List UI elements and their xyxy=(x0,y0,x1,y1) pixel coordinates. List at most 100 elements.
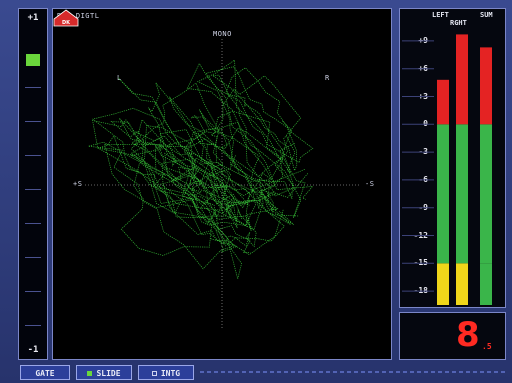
bar-dash xyxy=(326,371,330,373)
correlation-tick xyxy=(25,189,41,190)
bar-dash xyxy=(501,371,505,373)
correlation-top-label: +1 xyxy=(27,13,39,23)
meter-bar-right-mid xyxy=(456,124,468,264)
slide-button[interactable]: SLIDE xyxy=(76,365,132,380)
bar-dash xyxy=(389,371,393,373)
bar-dash xyxy=(298,371,302,373)
meter-bars xyxy=(402,34,492,305)
bar-dash xyxy=(340,371,344,373)
bar-dash xyxy=(375,371,379,373)
bar-dash xyxy=(242,371,246,373)
scale-label: +9 xyxy=(418,35,428,45)
meter-bar-left-high xyxy=(437,79,449,125)
bar-dash xyxy=(270,371,274,373)
readout-subvalue: .5 xyxy=(482,342,492,351)
bar-dash xyxy=(354,371,358,373)
bar-dash xyxy=(403,371,407,373)
correlation-tick xyxy=(25,257,41,258)
bar-dash xyxy=(424,371,428,373)
bar-dash xyxy=(312,371,316,373)
bar-dash xyxy=(228,371,232,373)
source-label: RLB DIGTL xyxy=(57,12,100,20)
button-bar: GATE SLIDE INTG xyxy=(0,364,512,383)
trace-group xyxy=(88,59,314,279)
bar-dash xyxy=(452,371,456,373)
bar-dash xyxy=(235,371,239,373)
intg-button[interactable]: INTG xyxy=(138,365,194,380)
scale-label: -18 xyxy=(413,286,428,296)
bar-dash xyxy=(494,371,498,373)
intg-button-label: INTG xyxy=(160,369,181,378)
goniometer-scope: RLB DIGTL MONO L R +S -S DK xyxy=(52,8,392,360)
trace-loop xyxy=(205,66,314,178)
scale-label: 0 xyxy=(423,119,428,129)
lissajous-trace xyxy=(85,39,361,329)
scale-label: -9 xyxy=(418,202,428,212)
trace-loop xyxy=(92,107,228,217)
bar-dash xyxy=(333,371,337,373)
bar-dash xyxy=(249,371,253,373)
scale-label: +6 xyxy=(418,63,428,73)
right-channel-label: R xyxy=(325,74,330,82)
correlation-tick xyxy=(25,155,41,156)
meter-header-left: LEFT xyxy=(432,11,449,19)
svg-text:DK: DK xyxy=(62,20,71,26)
trace-loop xyxy=(154,96,305,225)
bar-dash xyxy=(305,371,309,373)
bar-dash xyxy=(263,371,267,373)
bar-dash xyxy=(291,371,295,373)
bar-dash xyxy=(214,371,218,373)
trace-loop xyxy=(104,117,277,231)
trace-loop xyxy=(88,125,242,279)
bar-dash xyxy=(487,371,491,373)
bar-dash xyxy=(368,371,372,373)
intg-indicator-icon xyxy=(151,371,157,376)
meter-header-right: RGHT xyxy=(450,19,467,27)
trace-loop xyxy=(160,159,285,256)
meter-bar-sum-low xyxy=(480,263,492,305)
meter-bar-right-high xyxy=(456,34,468,125)
bar-dash xyxy=(396,371,400,373)
bar-dash xyxy=(438,371,442,373)
bar-dash xyxy=(459,371,463,373)
bar-dash xyxy=(466,371,470,373)
meter-bar-sum-high xyxy=(480,47,492,125)
left-channel-label: L xyxy=(117,74,122,82)
meter-header-sum: SUM xyxy=(480,11,493,19)
correlation-tick xyxy=(25,87,41,88)
correlation-indicator xyxy=(26,54,40,66)
plus-s-label: +S xyxy=(73,180,83,188)
gate-button-label: GATE xyxy=(35,369,55,378)
correlation-tick xyxy=(25,325,41,326)
correlation-tick xyxy=(25,121,41,122)
meter-bar-right-low xyxy=(456,263,468,305)
level-meters: LEFT RGHT SUM +9 +6 +3 0 -3 -6 -9 -12 -15 -18 xyxy=(399,8,506,308)
bar-dash xyxy=(473,371,477,373)
mono-label: MONO xyxy=(213,30,232,38)
bar-dash xyxy=(382,371,386,373)
bar-dash xyxy=(200,371,204,373)
trace-loop xyxy=(130,135,279,231)
slide-button-label: SLIDE xyxy=(96,369,121,378)
bar-dash xyxy=(347,371,351,373)
bar-dash xyxy=(410,371,414,373)
trace-loop xyxy=(117,77,243,222)
bar-dash xyxy=(256,371,260,373)
bar-dash xyxy=(431,371,435,373)
trace-loop xyxy=(186,109,309,226)
logo-icon: DK xyxy=(53,9,79,27)
bar-dash xyxy=(207,371,211,373)
minus-s-label: -S xyxy=(365,180,375,188)
gate-button[interactable]: GATE xyxy=(20,365,70,380)
bar-dash xyxy=(361,371,365,373)
scale-label: -15 xyxy=(413,258,428,268)
bar-dash xyxy=(284,371,288,373)
slide-indicator-icon xyxy=(87,371,93,376)
bar-dash xyxy=(417,371,421,373)
bar-dash xyxy=(480,371,484,373)
readout-value: 8 xyxy=(456,315,480,355)
scale-label: -3 xyxy=(418,147,428,157)
bar-dash xyxy=(277,371,281,373)
bar-dash xyxy=(445,371,449,373)
meter-bar-left-mid xyxy=(437,124,449,264)
